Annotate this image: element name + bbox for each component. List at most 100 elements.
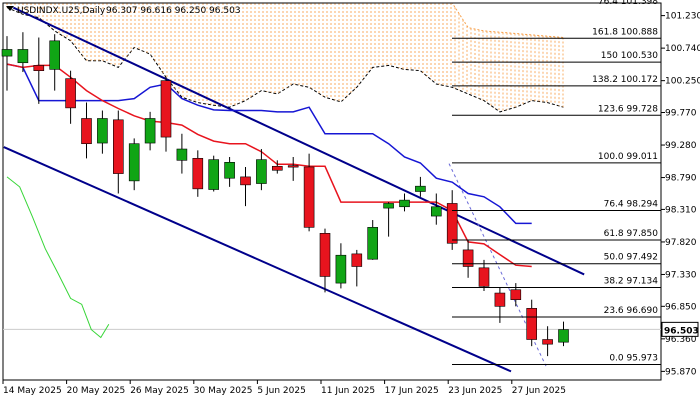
candle-body	[462, 249, 474, 267]
y-tick-label: 101.230	[665, 12, 700, 22]
candle	[81, 102, 92, 159]
fib-label: 100.0 99.011	[598, 152, 658, 162]
fib-label: 61.8 97.850	[604, 229, 659, 239]
candle-body	[97, 118, 108, 144]
candle	[367, 220, 379, 260]
candle-body	[144, 118, 156, 144]
y-tick-label: 98.310	[665, 205, 697, 215]
x-tick-label: 30 May 2025	[194, 386, 253, 396]
y-tick-label: 96.360	[665, 335, 697, 345]
fib-label: 23.6 96.690	[604, 306, 659, 316]
lower-channel-line	[3, 146, 512, 373]
candle-body	[478, 267, 490, 287]
candle	[351, 249, 363, 287]
candle-body	[383, 203, 394, 209]
candle	[49, 34, 61, 91]
candle	[462, 239, 474, 278]
candle	[542, 326, 553, 357]
candle	[319, 228, 331, 293]
candle	[383, 202, 394, 237]
candle-body	[128, 143, 140, 182]
fib-label: 38.2 97.134	[604, 276, 659, 286]
candle-body	[271, 165, 283, 171]
candle	[430, 193, 442, 225]
candle-body	[430, 206, 442, 217]
candle-body	[335, 254, 347, 284]
x-tick-label: 17 Jun 2025	[385, 386, 439, 396]
candle-body	[33, 65, 45, 72]
candle-body	[510, 289, 522, 300]
x-tick-label: 20 May 2025	[67, 386, 126, 396]
y-tick-label: 100.740	[665, 44, 700, 54]
y-tick-label: 97.820	[665, 238, 697, 248]
plot-frame	[2, 2, 662, 381]
candle-body	[415, 185, 426, 192]
candle	[113, 110, 124, 194]
fib-label: 0.0 95.973	[609, 354, 658, 364]
candle	[240, 166, 251, 207]
candle-body	[224, 161, 235, 179]
x-tick-label: 27 Jun 2025	[512, 386, 566, 396]
y-tick-label: 95.870	[665, 367, 697, 377]
candle	[160, 77, 172, 152]
y-tick-label: 96.850	[665, 302, 697, 312]
slow-moving-average	[6, 63, 532, 225]
candle	[256, 149, 267, 191]
collapse-triangle-icon	[6, 6, 14, 11]
candle	[33, 37, 45, 104]
candle	[558, 321, 569, 347]
x-tick-label: 23 Jun 2025	[448, 386, 502, 396]
y-tick-label: 99.770	[665, 109, 697, 119]
y-tick-label: 99.280	[665, 141, 697, 151]
price-marker-label: 96.503	[664, 326, 699, 336]
fib-label: 76.4 101.398	[598, 0, 658, 7]
candle-body	[446, 203, 458, 244]
candle	[415, 176, 426, 197]
candle-body	[399, 199, 410, 208]
candle-body	[160, 80, 172, 138]
green-indicator-line	[6, 176, 110, 339]
price-marker-box	[661, 321, 699, 337]
candle-body	[1, 49, 13, 57]
candle	[526, 299, 538, 347]
y-tick-label: 98.790	[665, 174, 697, 184]
candle-body	[176, 148, 188, 161]
candle	[176, 133, 188, 174]
candle-body	[526, 308, 538, 340]
candle-body	[240, 176, 251, 186]
candle-body	[49, 40, 61, 70]
y-tick-label: 97.330	[665, 270, 697, 280]
fib-label: 76.4 98.294	[604, 199, 659, 209]
candle	[303, 153, 315, 232]
fib-label: 161.8 100.888	[592, 27, 658, 37]
fib-label: 50.0 97.492	[604, 253, 658, 263]
candle	[271, 160, 283, 174]
candle-body	[558, 329, 569, 343]
fib-label: 138.2 100.172	[592, 75, 658, 85]
candle-body	[319, 233, 331, 277]
candle	[144, 111, 156, 151]
candle-body	[256, 159, 267, 184]
candle	[17, 32, 29, 73]
candle-body	[192, 158, 204, 190]
chart-title: USDINDX.U25,Daily	[17, 6, 106, 16]
candle	[478, 259, 490, 292]
candle-body	[494, 292, 506, 307]
x-tick-label: 14 May 2025	[3, 386, 62, 396]
candle-body	[303, 166, 315, 228]
candle-body	[287, 165, 299, 168]
fib-label: 123.6 99.728	[598, 104, 658, 114]
candle	[510, 283, 522, 307]
x-tick-label: 5 Jun 2025	[257, 386, 305, 396]
candle-body	[208, 159, 219, 190]
fib-label: 150 100.530	[601, 51, 659, 61]
x-tick-label: 11 Jun 2025	[321, 386, 375, 396]
upper-channel-line	[12, 6, 585, 276]
candle-body	[367, 227, 379, 260]
candle	[208, 155, 219, 192]
candle	[287, 156, 299, 181]
x-tick-label: 26 May 2025	[130, 386, 189, 396]
candle-body	[542, 339, 553, 345]
